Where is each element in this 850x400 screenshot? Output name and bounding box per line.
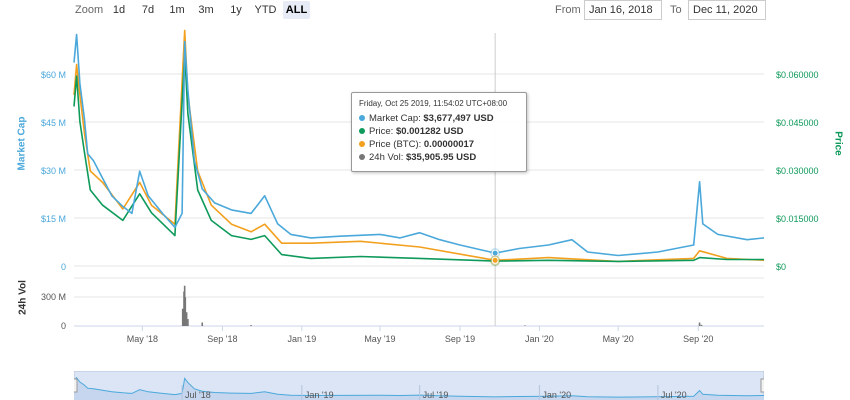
right-tick-label: $0.060000	[776, 70, 819, 80]
navigator-left-handle[interactable]	[74, 378, 78, 393]
tooltip-row-market-cap: Market Cap: $3,677,497 USD	[359, 112, 519, 125]
zoom-ytd-button[interactable]: YTD	[254, 4, 277, 16]
tooltip-label: Market Cap:	[369, 113, 421, 124]
left-tick-label: $60 M	[41, 70, 66, 80]
series-line-market-cap	[73, 33, 765, 257]
tooltip-row-price: Price: $0.001282 USD	[359, 125, 519, 138]
right-tick-label: $0.015000	[776, 214, 819, 224]
tooltip-row-volume: 24h Vol: $35,905.95 USD	[359, 151, 519, 164]
right-tick-label: $0	[776, 262, 786, 272]
navigator-series	[74, 376, 764, 400]
navigator-tick-label: Jul '20	[661, 390, 687, 400]
navigator-tick-label: Jan '20	[542, 390, 571, 400]
x-tick-label: Jan '19	[287, 334, 316, 344]
tooltip-label: Price (BTC):	[369, 139, 422, 150]
series-line-price-btc	[73, 29, 765, 263]
volume-bar	[187, 319, 189, 326]
chart-series	[73, 29, 765, 263]
to-label: To	[670, 4, 682, 16]
navigator-tick-label: Jul '18	[185, 390, 211, 400]
chart-tooltip: Friday, Oct 25 2019, 11:54:02 UTC+08:00 …	[351, 92, 527, 172]
x-tick-label: Sep '20	[683, 334, 713, 344]
range-toolbar: Zoom 1d 7d 1m 3m 1y YTD ALL From Jan 16,…	[0, 0, 850, 22]
right-tick-label: $0.045000	[776, 118, 819, 128]
navigator-tick-label: Jul '19	[423, 390, 449, 400]
from-label: From	[555, 4, 581, 16]
range-navigator[interactable]: Jul '18 Jan '19 Jul '19 Jan '20 Jul '20	[74, 371, 764, 400]
volume-bar	[181, 308, 184, 326]
chart-grid	[74, 73, 764, 327]
x-tick-label: May '18	[127, 334, 158, 344]
right-tick-label: $0.030000	[776, 166, 819, 176]
volume-tick-label: 0	[61, 321, 66, 331]
x-tick-label: Jan '20	[525, 334, 554, 344]
navigator-area	[74, 377, 764, 400]
x-tick-label: May '19	[364, 334, 395, 344]
zoom-1y-button[interactable]: 1y	[230, 4, 242, 16]
hover-point	[491, 256, 499, 264]
series-line-price	[73, 52, 764, 263]
axis-ticks: 0 $0 $15 M $0.015000 $30 M $0.030000 $45 M $0.0…	[41, 70, 819, 344]
volume-bar	[524, 325, 526, 326]
market-cap-dot-icon	[359, 115, 365, 122]
volume-bar	[201, 322, 204, 326]
hover-point	[491, 249, 499, 257]
volume-dot-icon	[359, 154, 365, 161]
price-dot-icon	[359, 128, 365, 135]
x-tick-label: Sep '19	[445, 334, 475, 344]
volume-bar	[698, 322, 701, 326]
volume-bar	[700, 324, 703, 326]
navigator-ticks: Jul '18 Jan '19 Jul '19 Jan '20 Jul '20	[181, 385, 687, 400]
tooltip-value: $35,905.95 USD	[405, 152, 477, 163]
tooltip-value: $0.001282 USD	[395, 126, 464, 137]
zoom-3m-button[interactable]: 3m	[198, 4, 214, 16]
left-tick-label: 0	[61, 262, 66, 272]
volume-bar	[250, 325, 252, 326]
volume-tick-label: 300 M	[41, 292, 66, 302]
price-btc-dot-icon	[359, 141, 365, 148]
left-tick-label: $15 M	[41, 214, 66, 224]
tooltip-value: 0.00000017	[423, 139, 475, 150]
zoom-1m-button[interactable]: 1m	[169, 4, 185, 16]
hover-crosshair	[490, 33, 501, 326]
left-tick-label: $45 M	[41, 118, 66, 128]
zoom-1d-button[interactable]: 1d	[112, 4, 126, 16]
tooltip-label: Price:	[369, 126, 394, 137]
tooltip-label: 24h Vol:	[369, 152, 404, 163]
zoom-all-button[interactable]: ALL	[283, 1, 310, 19]
tooltip-value: $3,677,497 USD	[423, 113, 494, 124]
to-date-input[interactable]: Dec 11, 2020	[688, 0, 766, 20]
tooltip-row-price-btc: Price (BTC): 0.00000017	[359, 138, 519, 151]
zoom-label: Zoom	[75, 4, 104, 16]
volume-bars	[181, 285, 703, 326]
left-tick-label: $30 M	[41, 166, 66, 176]
navigator-tick-label: Jan '19	[305, 390, 334, 400]
from-date-input[interactable]: Jan 16, 2018	[584, 0, 662, 20]
x-tick-label: May '20	[603, 334, 634, 344]
zoom-7d-button[interactable]: 7d	[141, 4, 155, 16]
price-chart[interactable]: 0 $0 $15 M $0.015000 $30 M $0.030000 $45 M $0.0…	[0, 0, 850, 370]
volume-bar	[184, 297, 187, 326]
x-tick-label: Sep '18	[207, 334, 237, 344]
volume-bar	[185, 312, 188, 326]
tooltip-date: Friday, Oct 25 2019, 11:54:02 UTC+08:00	[359, 99, 508, 108]
navigator-line	[74, 376, 764, 398]
navigator-right-handle[interactable]	[760, 378, 764, 393]
